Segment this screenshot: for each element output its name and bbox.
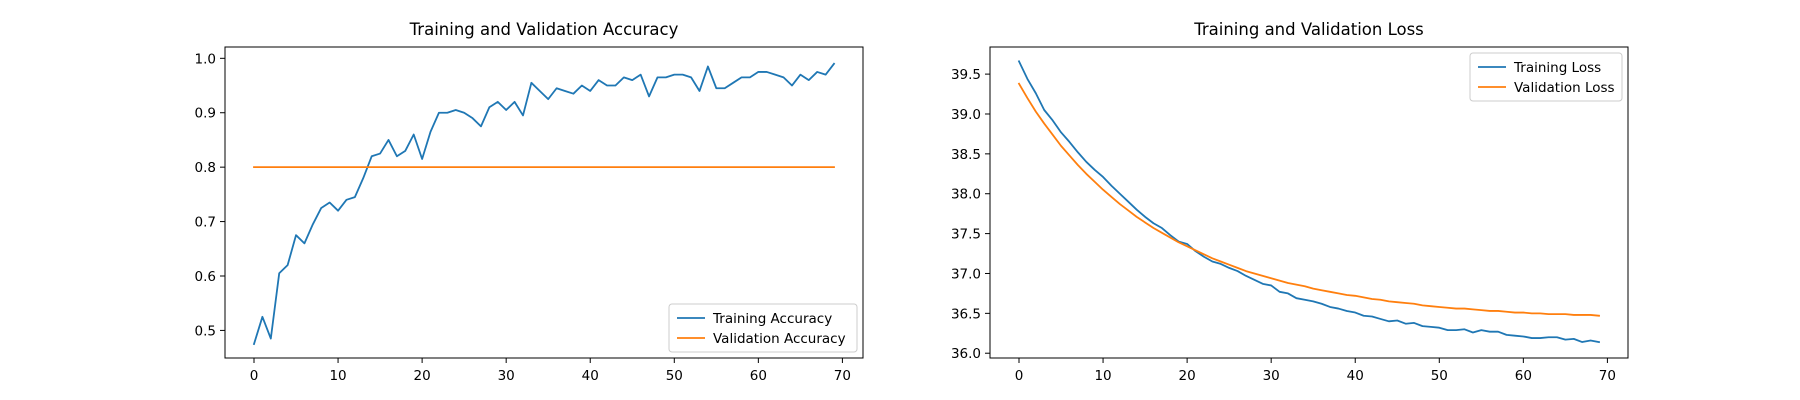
x-tick-label: 0 [1015,368,1024,384]
legend-label: Training Loss [1513,60,1601,76]
y-tick-label: 0.8 [195,160,216,176]
y-tick-label: 36.5 [951,306,981,322]
series-line-training-loss [1017,60,1601,344]
series-line-validation-loss [1017,82,1600,317]
axes-frame [989,46,1629,359]
y-tick-label: 1.0 [195,51,216,67]
x-tick-label: 50 [666,368,683,384]
legend: Training Accuracy Validation Accuracy [668,303,858,353]
legend: Training Loss Validation Loss [1469,52,1623,102]
axes-frame [224,46,864,359]
x-tick-label: 40 [1347,368,1364,384]
y-tick-label: 0.7 [195,215,216,231]
legend-label: Validation Accuracy [713,331,846,347]
series-line-training-accuracy [252,62,836,346]
legend-label: Validation Loss [1514,80,1615,96]
legend-label: Training Accuracy [712,311,832,327]
chart-title: Training and Validation Loss [1193,20,1424,39]
x-tick-label: 50 [1431,368,1448,384]
x-tick-label: 30 [498,368,515,384]
y-tick-label: 36.0 [951,346,981,362]
x-tick-label: 30 [1263,368,1280,384]
y-tick-label: 38.5 [951,147,981,163]
y-tick-label: 0.9 [195,106,216,122]
y-tick-label: 0.5 [195,323,216,339]
legend-box [1469,52,1623,102]
y-tick-label: 39.5 [951,67,981,83]
chart-title: Training and Validation Accuracy [409,20,679,39]
x-tick-label: 70 [834,368,851,384]
y-tick-label: 39.0 [951,107,981,123]
x-tick-label: 40 [582,368,599,384]
x-tick-label: 60 [750,368,767,384]
x-tick-label: 20 [414,368,431,384]
chart-accuracy: Training and Validation Accuracy 0 10 20 30 4… [195,20,864,384]
legend-box [668,303,858,353]
x-tick-label: 0 [250,368,259,384]
x-tick-label: 70 [1599,368,1616,384]
x-tick-label: 10 [329,368,346,384]
x-tick-label: 10 [1094,368,1111,384]
chart-loss: Training and Validation Loss 0 10 20 30 40 50 6… [951,20,1629,384]
y-tick-label: 37.5 [951,227,981,243]
x-tick-label: 60 [1515,368,1532,384]
x-tick-label: 20 [1179,368,1196,384]
y-tick-label: 0.6 [195,269,216,285]
y-tick-label: 38.0 [951,187,981,203]
y-tick-label: 37.0 [951,266,981,282]
